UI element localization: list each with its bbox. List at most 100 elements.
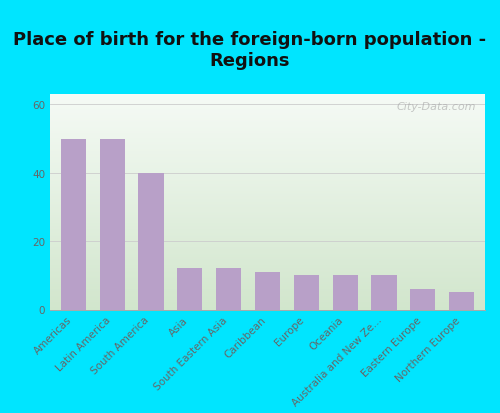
Bar [50, 201, 485, 202]
Bar [50, 212, 485, 213]
Bar [50, 285, 485, 286]
Bar [50, 95, 485, 96]
Bar [50, 185, 485, 186]
Bar [50, 135, 485, 136]
Bar [50, 200, 485, 201]
Text: Place of birth for the foreign-born population -
Regions: Place of birth for the foreign-born popu… [14, 31, 486, 70]
Bar [50, 244, 485, 245]
Bar [50, 297, 485, 298]
Bar [50, 100, 485, 102]
Bar [50, 161, 485, 163]
Bar [50, 129, 485, 131]
Bar [50, 308, 485, 309]
Bar [50, 193, 485, 194]
Bar [50, 108, 485, 109]
Bar [50, 163, 485, 164]
Bar [50, 172, 485, 173]
Bar [50, 243, 485, 244]
Bar [50, 194, 485, 195]
Bar [50, 168, 485, 169]
Bar [372, 275, 396, 310]
Bar [50, 224, 485, 225]
Bar [50, 179, 485, 180]
Bar [50, 176, 485, 177]
Bar [50, 147, 485, 149]
Bar [50, 157, 485, 158]
Bar [50, 258, 485, 259]
Bar [50, 256, 485, 257]
Bar [50, 115, 485, 116]
Bar [50, 102, 485, 104]
Bar [50, 190, 485, 192]
Bar [50, 226, 485, 227]
Bar [332, 275, 358, 310]
Bar [50, 235, 485, 236]
Bar [50, 280, 485, 281]
Bar [50, 303, 485, 304]
Bar [255, 272, 280, 310]
Bar [50, 274, 485, 275]
Bar [50, 197, 485, 198]
Bar [50, 228, 485, 229]
Bar [177, 269, 203, 310]
Bar [50, 217, 485, 218]
Bar [50, 233, 485, 235]
Bar [50, 150, 485, 151]
Bar [50, 167, 485, 168]
Bar [50, 183, 485, 184]
Bar [50, 170, 485, 171]
Bar [50, 304, 485, 306]
Bar [50, 255, 485, 256]
Bar [50, 125, 485, 126]
Bar [449, 293, 474, 310]
Bar [50, 253, 485, 254]
Bar [50, 142, 485, 143]
Bar [50, 98, 485, 99]
Bar [50, 294, 485, 295]
Bar [50, 302, 485, 303]
Bar [50, 259, 485, 260]
Bar [50, 210, 485, 211]
Bar [50, 99, 485, 100]
Bar [50, 254, 485, 255]
Bar [50, 284, 485, 285]
Bar [50, 252, 485, 253]
Bar [50, 177, 485, 178]
Bar [50, 122, 485, 123]
Bar [50, 282, 485, 283]
Bar [50, 231, 485, 233]
Bar [50, 220, 485, 221]
Bar [50, 120, 485, 121]
Bar [50, 97, 485, 98]
Bar [50, 174, 485, 176]
Bar [50, 270, 485, 271]
Bar [50, 124, 485, 125]
Bar [50, 245, 485, 247]
Bar [50, 165, 485, 166]
Bar [50, 301, 485, 302]
Bar [50, 222, 485, 223]
Bar [50, 109, 485, 110]
Bar [50, 139, 485, 140]
Bar [50, 242, 485, 243]
Bar [50, 140, 485, 141]
Bar [50, 296, 485, 297]
Bar [50, 137, 485, 138]
Bar [50, 192, 485, 193]
Bar [50, 173, 485, 174]
Bar [50, 152, 485, 153]
Text: City-Data.com: City-Data.com [397, 102, 476, 112]
Bar [50, 268, 485, 269]
Bar [50, 309, 485, 310]
Bar [50, 271, 485, 272]
Bar [50, 223, 485, 224]
Bar [50, 298, 485, 299]
Bar [50, 145, 485, 147]
Bar [50, 126, 485, 127]
Bar [50, 107, 485, 108]
Bar [50, 238, 485, 239]
Bar [410, 289, 436, 310]
Bar [50, 279, 485, 280]
Bar [50, 136, 485, 137]
Bar [50, 281, 485, 282]
